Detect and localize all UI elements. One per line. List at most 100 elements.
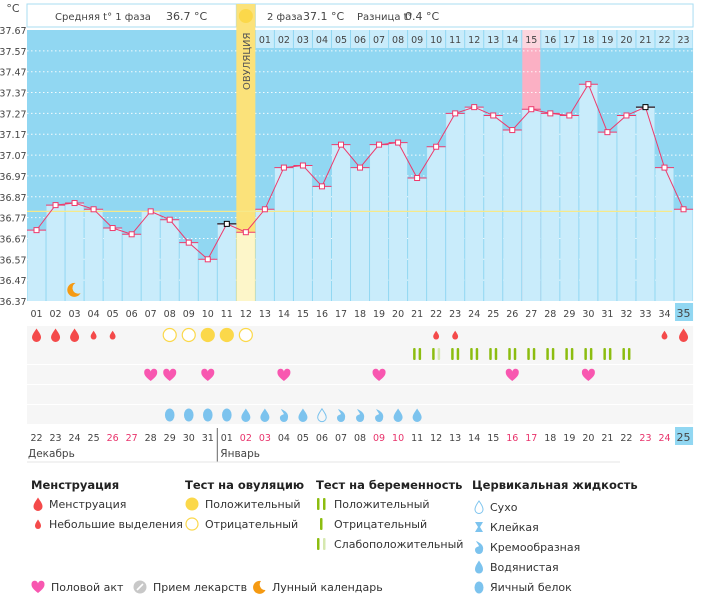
month-label-january: Январь — [220, 448, 260, 460]
today-highlight — [675, 427, 694, 445]
temperature-point — [509, 127, 516, 134]
pregnancy-test-positive-icon — [570, 348, 574, 360]
cycle-day-label: 28 — [544, 309, 556, 320]
legend-label: Клейкая — [490, 520, 539, 534]
cycle-day-label: 23 — [449, 309, 461, 320]
calendar-date: 01 — [221, 433, 233, 444]
temperature-bar — [579, 84, 598, 301]
empty-circle-icon — [185, 517, 199, 531]
y-tick-label: 36.47 — [0, 276, 27, 287]
diff-value: 0.4 °C — [405, 10, 439, 23]
cycle-day-label: 34 — [658, 309, 670, 320]
cycle-day-label: 05 — [107, 309, 119, 320]
calendar-date: 08 — [354, 433, 366, 444]
phase2-avg-label: 2 фаза — [267, 12, 303, 23]
temperature-point — [280, 164, 287, 171]
calendar-date: 23 — [49, 433, 61, 444]
y-tick-label: 36.87 — [0, 193, 27, 204]
temperature-point — [490, 112, 497, 119]
temperature-point — [471, 104, 478, 111]
icon-row-background — [27, 326, 694, 345]
ov-test-positive-icon — [200, 327, 215, 343]
phase2-day-cell — [503, 30, 522, 48]
phase2-day-label: 07 — [373, 35, 385, 46]
phase2-day-cell — [427, 30, 446, 48]
temperature-point — [109, 225, 116, 232]
sticky-icon — [475, 522, 483, 532]
temperature-point — [376, 141, 383, 148]
temperature-bar — [122, 234, 141, 301]
cycle-day-label: 27 — [525, 309, 537, 320]
pregnancy-test-line — [546, 348, 549, 360]
blood-drop-icon — [679, 328, 689, 342]
calendar-date: 09 — [373, 433, 385, 444]
moon-icon — [67, 282, 81, 297]
cycle-day-label: 01 — [30, 309, 42, 320]
temperature-bar — [655, 167, 674, 301]
legend-label: Небольшие выделения — [49, 517, 183, 531]
temperature-point — [71, 200, 78, 207]
legend-preg-positive: Положительный — [316, 497, 430, 511]
pregnancy-test-positive-icon — [475, 348, 479, 360]
weak-lines-icon — [317, 538, 326, 550]
y-tick-label: 37.47 — [0, 68, 27, 79]
phase2-day-label: 14 — [506, 35, 518, 46]
watery-drop-icon — [298, 408, 308, 422]
icon-row-background — [27, 365, 694, 384]
eggwhite-drop-icon — [474, 581, 484, 594]
y-tick-label: 37.67 — [0, 26, 27, 37]
legend-label: Лунный календарь — [272, 580, 383, 594]
cycle-day-label: 02 — [49, 309, 61, 320]
calendar-date: 22 — [620, 433, 632, 444]
temperature-bar — [465, 107, 484, 301]
phase2-day-label: 09 — [411, 35, 423, 46]
bbt-chart: °C Средняя t° 1 фаза 36.7 °C 2 фаза 37.1 °C Р… — [0, 2, 694, 463]
calendar-date: 13 — [449, 433, 461, 444]
legend-label: Яичный белок — [490, 580, 572, 594]
cycle-day-label: 06 — [126, 309, 138, 320]
phase2-day-label: 13 — [487, 35, 499, 46]
phase2-day-cell — [522, 30, 541, 48]
legend-medication: Прием лекарств — [133, 580, 247, 594]
temperature-point — [242, 229, 249, 236]
calendar-date: 24 — [658, 433, 670, 444]
cycle-day-label: 30 — [582, 309, 594, 320]
temperature-bar — [179, 242, 198, 301]
cycle-day-label: 12 — [240, 309, 252, 320]
calendar-date: 26 — [107, 433, 119, 444]
phase2-day-cell — [674, 30, 693, 48]
watery-drop-icon — [393, 408, 403, 422]
heart-icon — [372, 368, 386, 381]
one-line-icon — [320, 518, 323, 530]
phase2-day-cell — [579, 30, 598, 48]
legend-label: Прием лекарств — [153, 580, 248, 594]
pregnancy-test-line — [413, 348, 416, 360]
temperature-bar — [674, 209, 693, 301]
legend-cf-eggwhite: Яичный белок — [474, 580, 572, 594]
phase2-day-cell — [293, 30, 312, 48]
phase2-day-label: 02 — [278, 35, 290, 46]
cycle-day-label: 09 — [183, 309, 195, 320]
temperature-point — [680, 206, 687, 213]
small-blood-drop-icon — [452, 330, 459, 340]
month-label-december: Декабрь — [28, 448, 75, 460]
cycle-day-label: 11 — [221, 309, 233, 320]
heart-icon — [277, 368, 291, 381]
pregnancy-test-line — [451, 348, 454, 360]
legend-label: Половой акт — [51, 580, 124, 594]
blood-drop-icon — [33, 497, 43, 511]
cycle-day-label: 07 — [145, 309, 157, 320]
cycle-day-label: 25 — [487, 309, 499, 320]
small-blood-drop-icon — [661, 330, 668, 340]
y-tick-label: 37.17 — [0, 130, 27, 141]
phase2-day-label: 21 — [639, 35, 651, 46]
cycle-day-label: 10 — [202, 309, 214, 320]
pregnancy-test-positive-icon — [551, 348, 555, 360]
two-lines-icon — [317, 498, 326, 510]
cycle-day-label: 04 — [88, 309, 100, 320]
temperature-bar — [312, 186, 331, 301]
temperature-bar — [274, 167, 293, 301]
blood-drop-icon — [70, 328, 80, 342]
temperature-point — [185, 239, 192, 246]
watery-drop-icon — [241, 408, 251, 422]
